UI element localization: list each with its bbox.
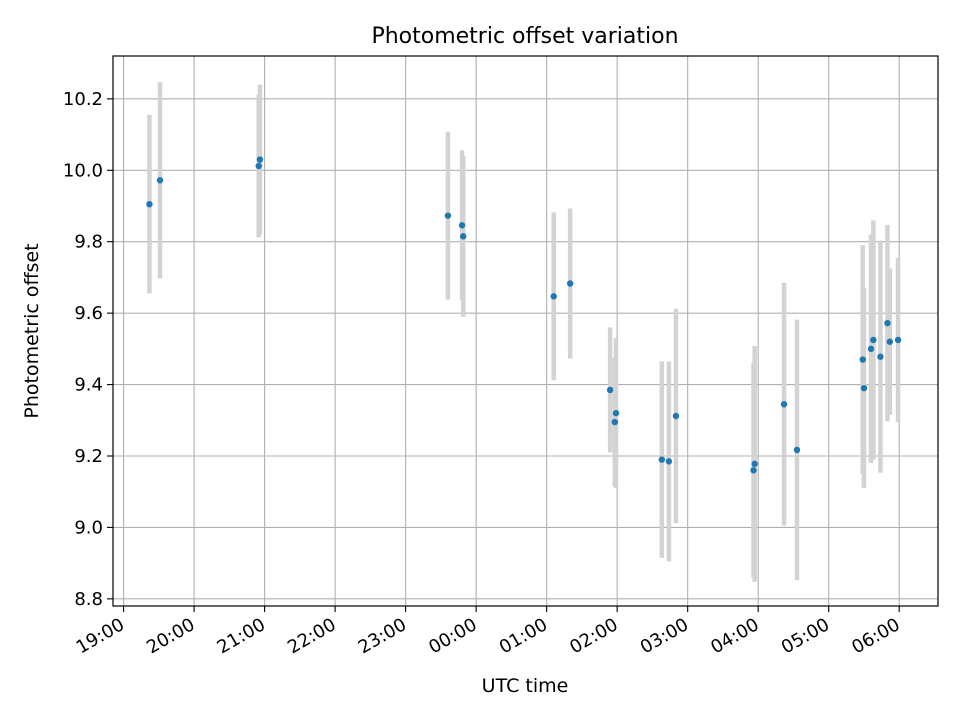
data-point — [665, 458, 673, 465]
data-point — [146, 201, 153, 208]
x-tick-label: 02:00 — [566, 614, 621, 658]
y-tick-label: 9.2 — [74, 446, 103, 467]
x-tick-label: 21:00 — [214, 614, 269, 658]
data-point — [877, 353, 884, 360]
x-tick-label: 01:00 — [496, 614, 551, 658]
data-point — [606, 386, 614, 394]
x-tick-label: 00:00 — [425, 614, 480, 658]
data-point — [566, 280, 574, 287]
data-point — [611, 418, 619, 426]
x-tick-label: 03:00 — [637, 614, 692, 658]
data-point — [750, 467, 757, 474]
data-point — [658, 456, 666, 463]
x-tick-label: 04:00 — [707, 614, 762, 658]
axes-frame — [112, 55, 939, 607]
x-tick-label: 05:00 — [778, 614, 833, 658]
y-tick-label: 8.8 — [74, 589, 103, 610]
y-tick-label: 10.0 — [63, 160, 103, 181]
y-tick-label: 9.8 — [74, 232, 103, 253]
data-point — [870, 336, 877, 344]
y-axis-ticks: 8.8 9.0 9.2 9.4 9.6 9.8 10.0 10.2 — [63, 89, 113, 610]
data-point — [444, 212, 452, 219]
grid — [113, 56, 938, 606]
x-tick-label: 20:00 — [143, 614, 198, 658]
data-point — [751, 460, 758, 468]
y-tick-label: 9.0 — [74, 517, 103, 538]
data-point — [612, 409, 620, 417]
data-point — [860, 384, 868, 392]
data-point — [886, 338, 894, 345]
data-point — [859, 356, 866, 363]
data-point — [884, 319, 891, 327]
x-axis-label: UTC time — [482, 675, 569, 697]
y-axis-label: Photometric offset — [21, 243, 43, 418]
data-point — [458, 222, 466, 229]
y-tick-label: 10.2 — [63, 89, 103, 110]
data-point — [867, 345, 875, 353]
data-points — [146, 156, 902, 474]
data-point — [550, 293, 557, 300]
data-point — [156, 177, 164, 184]
data-point — [255, 162, 262, 170]
data-point — [793, 446, 801, 454]
data-point — [894, 336, 902, 344]
chart-title: Photometric offset variation — [371, 24, 678, 49]
data-point — [780, 401, 788, 408]
y-tick-label: 9.6 — [74, 303, 103, 324]
x-tick-label: 23:00 — [355, 614, 410, 658]
x-tick-label: 22:00 — [284, 614, 339, 658]
data-point — [672, 412, 680, 420]
data-point — [256, 156, 264, 163]
x-tick-label: 06:00 — [848, 614, 903, 658]
y-tick-label: 9.4 — [74, 375, 103, 396]
data-point — [460, 233, 467, 240]
x-tick-label: 19:00 — [73, 614, 128, 658]
x-axis-ticks: 19:00 20:00 21:00 22:00 23:00 00:00 01:00 02:00… — [73, 606, 904, 658]
